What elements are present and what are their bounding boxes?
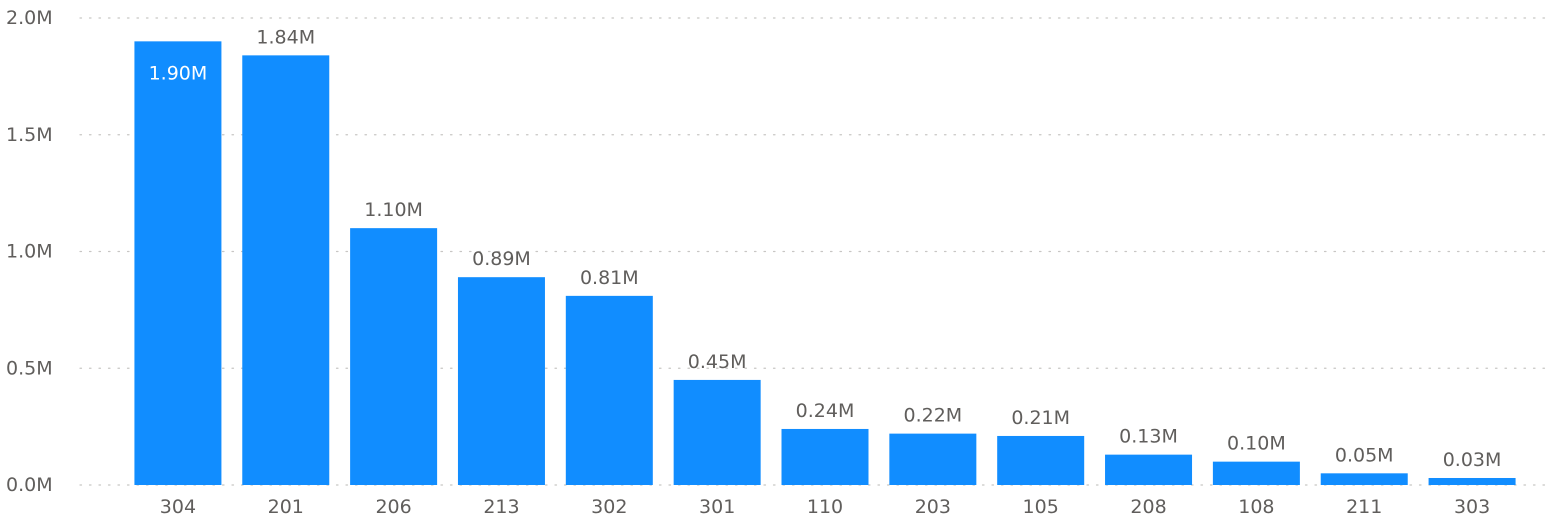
bar-211[interactable]	[1320, 473, 1408, 485]
x-tick-label: 206	[375, 496, 411, 518]
data-label: 0.03M	[1443, 449, 1502, 471]
data-labels: 1.90M 1.84M 1.10M 0.89M 0.81M 0.45M 0.24M 0.22M…	[149, 26, 1502, 471]
y-tick-label: 0.0M	[6, 474, 53, 496]
data-label: 0.22M	[903, 405, 962, 427]
bar-110[interactable]	[781, 428, 869, 485]
bar-304[interactable]	[134, 41, 222, 485]
data-label: 1.90M	[149, 62, 208, 84]
bar-213[interactable]	[457, 277, 545, 485]
x-tick-label: 304	[160, 496, 196, 518]
gridlines	[79, 17, 1553, 486]
x-tick-label: 213	[483, 496, 519, 518]
data-label: 0.05M	[1335, 444, 1394, 466]
x-tick-label: 108	[1238, 496, 1274, 518]
y-tick-label: 1.0M	[6, 241, 53, 263]
x-tick-label: 208	[1130, 496, 1166, 518]
y-axis: 0.0M 0.5M 1.0M 1.5M 2.0M	[6, 7, 53, 496]
data-label: 1.84M	[256, 26, 315, 48]
bar-108[interactable]	[1212, 461, 1300, 485]
x-tick-label: 201	[268, 496, 304, 518]
bar-201[interactable]	[242, 55, 330, 486]
y-tick-label: 2.0M	[6, 7, 53, 29]
bar-203[interactable]	[889, 433, 977, 485]
bar-302[interactable]	[565, 295, 653, 485]
bars	[134, 41, 1516, 486]
y-tick-label: 1.5M	[6, 124, 53, 146]
y-tick-label: 0.5M	[6, 357, 53, 379]
x-tick-label: 203	[915, 496, 951, 518]
x-tick-label: 105	[1023, 496, 1059, 518]
bar-301[interactable]	[673, 379, 761, 485]
data-label: 0.24M	[796, 400, 855, 422]
bar-303[interactable]	[1428, 477, 1516, 485]
x-tick-label: 211	[1346, 496, 1382, 518]
data-label: 0.21M	[1011, 407, 1070, 429]
data-label: 0.45M	[688, 351, 747, 373]
x-axis: 304 201 206 213 302 301 110 203 105 208 108 211 303	[160, 496, 1490, 518]
data-label: 0.81M	[580, 267, 639, 289]
bar-208[interactable]	[1105, 454, 1193, 485]
x-tick-label: 110	[807, 496, 843, 518]
x-tick-label: 303	[1454, 496, 1490, 518]
bar-206[interactable]	[350, 228, 438, 485]
bar-105[interactable]	[997, 435, 1085, 485]
x-tick-label: 302	[591, 496, 627, 518]
x-tick-label: 301	[699, 496, 735, 518]
data-label: 0.10M	[1227, 433, 1286, 455]
data-label: 0.13M	[1119, 426, 1178, 448]
data-label: 0.89M	[472, 248, 531, 270]
data-label: 1.10M	[364, 199, 423, 221]
